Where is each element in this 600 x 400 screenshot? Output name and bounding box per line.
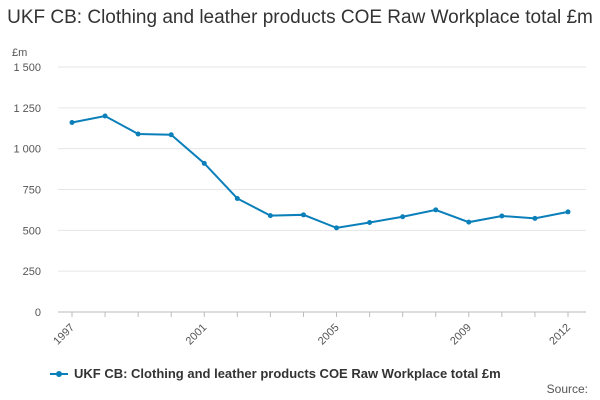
data-point[interactable] [168, 132, 174, 138]
grid-layer [58, 66, 586, 313]
y-axis-ticks: 0 250 500 750 1 000 1 250 1 500 [13, 62, 41, 319]
x-tick-label: 2012 [547, 322, 573, 348]
data-point[interactable] [565, 209, 571, 215]
y-tick-label: 500 [23, 225, 41, 237]
x-tick-label: 2001 [184, 322, 210, 348]
data-point[interactable] [201, 160, 207, 166]
data-point[interactable] [267, 213, 273, 219]
y-tick-label: 250 [23, 266, 41, 278]
y-tick-label: 1 250 [13, 103, 41, 115]
data-point[interactable] [532, 215, 538, 221]
y-tick-label: 1 500 [13, 62, 41, 74]
y-tick-label: 750 [23, 185, 41, 197]
data-point[interactable] [466, 219, 472, 225]
source-label: Source: [546, 382, 588, 396]
data-point[interactable] [367, 219, 373, 225]
data-point[interactable] [400, 214, 406, 220]
legend: UKF CB: Clothing and leather products CO… [50, 366, 501, 381]
x-tick-label: 2005 [316, 322, 342, 348]
data-point[interactable] [499, 213, 505, 219]
y-axis-unit-label: £m [12, 47, 27, 59]
series-line [71, 114, 569, 229]
legend-label: UKF CB: Clothing and leather products CO… [74, 366, 501, 381]
x-tick-label: 1997 [51, 322, 77, 348]
data-point[interactable] [135, 131, 141, 137]
legend-swatch-icon [50, 368, 68, 380]
x-tick-label: 2009 [448, 322, 474, 348]
data-point[interactable] [334, 225, 340, 231]
chart-title: UKF CB: Clothing and leather products CO… [7, 7, 593, 28]
y-tick-label: 0 [35, 307, 41, 319]
data-point[interactable] [69, 120, 75, 126]
x-axis-ticks: 1997 2001 2005 2009 2012 [51, 312, 573, 347]
series-layer [69, 113, 571, 231]
data-point[interactable] [300, 212, 306, 218]
data-point[interactable] [433, 207, 439, 213]
y-tick-label: 1 000 [13, 144, 41, 156]
data-point[interactable] [234, 195, 240, 201]
data-point[interactable] [102, 113, 108, 119]
